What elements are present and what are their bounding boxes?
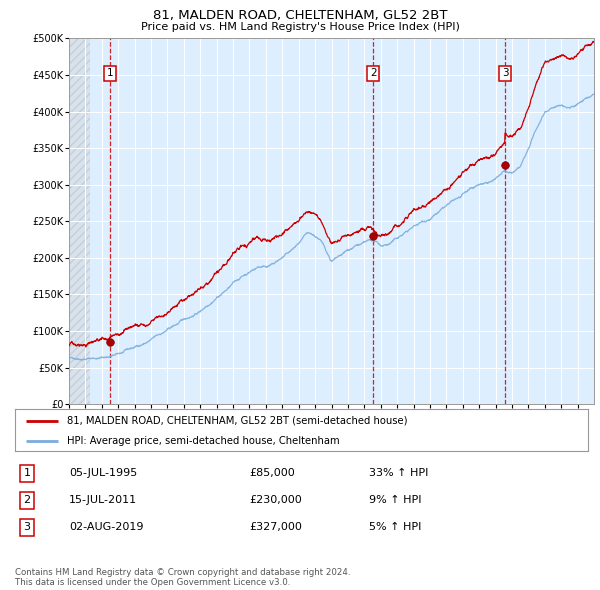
Text: 81, MALDEN ROAD, CHELTENHAM, GL52 2BT: 81, MALDEN ROAD, CHELTENHAM, GL52 2BT: [153, 9, 447, 22]
Text: 2: 2: [23, 496, 31, 505]
Text: £327,000: £327,000: [249, 523, 302, 532]
Text: £85,000: £85,000: [249, 468, 295, 478]
Text: 1: 1: [107, 68, 113, 78]
Text: 15-JUL-2011: 15-JUL-2011: [69, 496, 137, 505]
Text: £230,000: £230,000: [249, 496, 302, 505]
Text: 05-JUL-1995: 05-JUL-1995: [69, 468, 137, 478]
Text: 9% ↑ HPI: 9% ↑ HPI: [369, 496, 421, 505]
Bar: [69, 38, 91, 404]
Text: 1: 1: [23, 468, 31, 478]
Text: 3: 3: [502, 68, 508, 78]
Text: Price paid vs. HM Land Registry's House Price Index (HPI): Price paid vs. HM Land Registry's House …: [140, 22, 460, 32]
Text: 33% ↑ HPI: 33% ↑ HPI: [369, 468, 428, 478]
Text: HPI: Average price, semi-detached house, Cheltenham: HPI: Average price, semi-detached house,…: [67, 436, 339, 445]
Text: 02-AUG-2019: 02-AUG-2019: [69, 523, 143, 532]
Text: 2: 2: [370, 68, 376, 78]
Text: Contains HM Land Registry data © Crown copyright and database right 2024.
This d: Contains HM Land Registry data © Crown c…: [15, 568, 350, 587]
Text: 3: 3: [23, 523, 31, 532]
Text: 5% ↑ HPI: 5% ↑ HPI: [369, 523, 421, 532]
Text: 81, MALDEN ROAD, CHELTENHAM, GL52 2BT (semi-detached house): 81, MALDEN ROAD, CHELTENHAM, GL52 2BT (s…: [67, 416, 407, 426]
